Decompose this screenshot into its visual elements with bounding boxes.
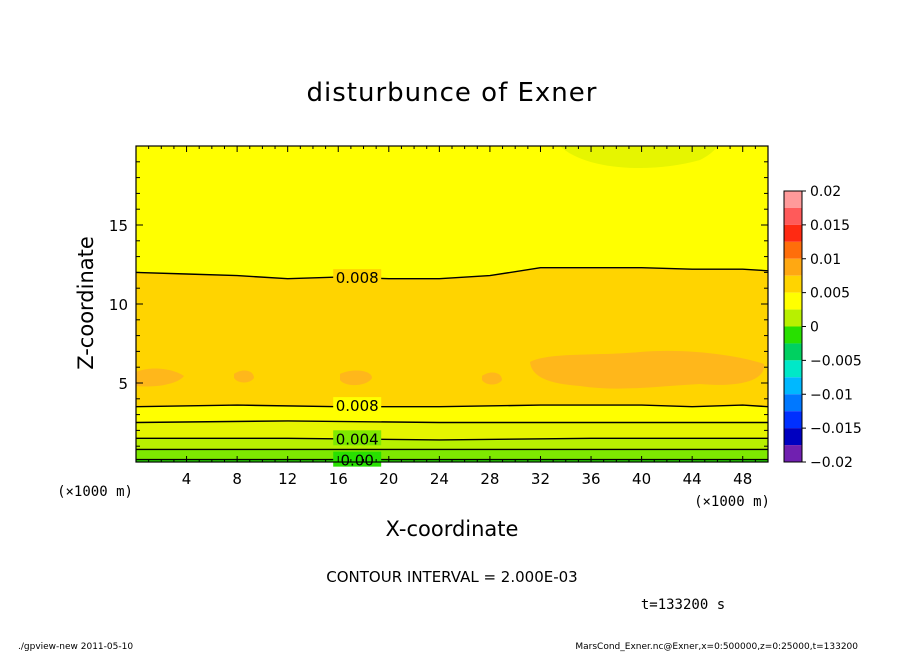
- contour-line: [136, 437, 768, 441]
- colorbar-swatch: [784, 360, 802, 378]
- contour-label-bg: [333, 451, 382, 467]
- x-tick-label: 8: [232, 470, 242, 488]
- contour-label-bg: [333, 430, 382, 446]
- x-tick-label: 48: [733, 470, 752, 488]
- patch-region-shape: [340, 370, 372, 386]
- x-axis: 4 8 12 16 20 24 28 32 36 40 44 48: [148, 146, 756, 488]
- y-axis: 5 10 15: [109, 161, 768, 447]
- x-tick-label: 44: [683, 470, 702, 488]
- z-unit-left: (×1000 m): [57, 484, 133, 500]
- patch-region-shape: [136, 368, 184, 387]
- x-unit-right: (×1000 m): [694, 494, 770, 510]
- y-tick-label: 5: [118, 375, 128, 393]
- colorbar-swatch: [784, 343, 802, 361]
- colorbar-swatch: [784, 191, 802, 208]
- colorbar-swatch: [784, 275, 802, 293]
- colorbar-swatch: [784, 445, 802, 462]
- footer-right: MarsCond_Exner.nc@Exner,x=0:500000,z=0:2…: [575, 642, 858, 652]
- lower-band: [136, 438, 768, 450]
- contour-line: [135, 267, 769, 280]
- y-tick-label: 10: [109, 296, 128, 314]
- footer-left: ./gpview-new 2011-05-10: [18, 642, 134, 652]
- y-axis-label: Z-coordinate: [74, 236, 98, 370]
- colorbar-swatch: [784, 207, 802, 225]
- colorbar-tick-label: −0.005: [810, 353, 862, 369]
- x-axis-label: X-coordinate: [386, 517, 519, 541]
- colorbar-tick-label: −0.02: [810, 455, 853, 471]
- lower-band: [136, 420, 768, 440]
- x-tick-label: 36: [581, 470, 600, 488]
- x-tick-label: 16: [329, 470, 348, 488]
- contour-label: 0.008: [336, 397, 379, 415]
- y-tick-label: 15: [109, 217, 128, 235]
- colorbar-swatch: [784, 428, 802, 446]
- contour-line: [135, 404, 769, 408]
- colorbar-tick-label: −0.01: [810, 387, 853, 403]
- patch-region-shape: [482, 372, 502, 385]
- contour-interval: CONTOUR INTERVAL = 2.000E-03: [326, 568, 577, 586]
- contour-label-bg: [333, 269, 382, 285]
- colorbar-swatch: [784, 394, 802, 412]
- lower-band: [136, 405, 768, 423]
- colorbar-swatch: [784, 258, 802, 276]
- x-tick-label: 32: [531, 470, 550, 488]
- colorbar-swatch: [784, 326, 802, 344]
- x-tick-label: 12: [278, 470, 297, 488]
- colorbar-tick-label: −0.015: [810, 421, 862, 437]
- colorbar-swatch: [784, 241, 802, 259]
- top-patch-region: [560, 146, 718, 169]
- contour-lines: 0.008 0.008 0.004 0.00: [135, 267, 769, 470]
- x-tick-label: 24: [430, 470, 449, 488]
- colorbar-swatch: [784, 377, 802, 395]
- contour-line: [135, 420, 768, 424]
- colorbar-swatch: [784, 292, 802, 310]
- lower-band: [136, 449, 768, 460]
- x-tick-label: 4: [182, 470, 192, 488]
- contour-label: 0.008: [336, 269, 379, 287]
- colorbar-tick-label: 0.015: [810, 218, 850, 234]
- patch-region-shape: [530, 350, 765, 389]
- colorbar-tick-label: 0.005: [810, 286, 850, 302]
- colorbar-tick-label: 0: [810, 320, 819, 336]
- contour-label: 0.004: [336, 430, 379, 448]
- patch-region-shape: [234, 370, 254, 383]
- colorbar-tick-label: 0.01: [810, 252, 841, 268]
- x-tick-label: 28: [480, 470, 499, 488]
- x-tick-label: 20: [379, 470, 398, 488]
- time-label: t=133200 s: [641, 597, 725, 613]
- colorbar-swatch: [784, 224, 802, 242]
- contour-label: 0.00: [340, 452, 373, 470]
- contour-label-bg: [333, 397, 382, 413]
- colorbar: 0.02 0.015 0.01 0.005 0 −0.005 −0.01 −0.015 −0.0…: [783, 184, 862, 471]
- colorbar-swatch: [784, 309, 802, 327]
- colorbar-swatch: [784, 411, 802, 429]
- colorbar-tick-label: 0.02: [810, 184, 841, 200]
- chart-title: disturbunce of Exner: [307, 78, 598, 108]
- x-tick-label: 40: [632, 470, 651, 488]
- plot-area: [136, 146, 768, 462]
- middle-region: [136, 267, 768, 407]
